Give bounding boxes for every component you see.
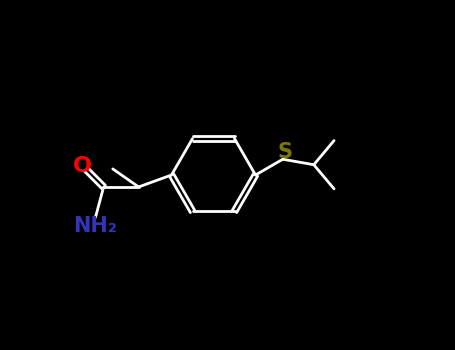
Text: NH₂: NH₂ [74,216,117,236]
Text: S: S [277,141,292,162]
Text: O: O [73,156,92,176]
